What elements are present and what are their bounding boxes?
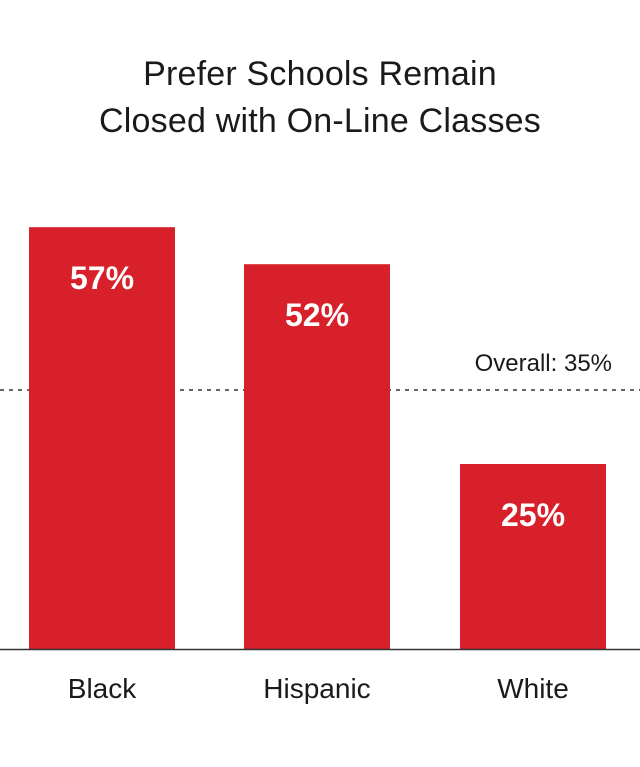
bar-value-label: 52% xyxy=(285,297,349,333)
bar-black xyxy=(29,227,175,649)
bar-value-label: 57% xyxy=(70,260,134,296)
reference-line-label: Overall: 35% xyxy=(475,350,612,377)
bar-value-label: 25% xyxy=(501,497,565,533)
chart-title-line-2: Closed with On-Line Classes xyxy=(99,102,541,140)
x-tick-label: White xyxy=(497,673,569,704)
x-tick-label: Black xyxy=(68,673,137,704)
bar-hispanic xyxy=(244,264,390,649)
x-tick-label: Hispanic xyxy=(263,673,370,704)
chart-title-line-1: Prefer Schools Remain xyxy=(143,55,497,93)
bar-white xyxy=(460,464,606,649)
